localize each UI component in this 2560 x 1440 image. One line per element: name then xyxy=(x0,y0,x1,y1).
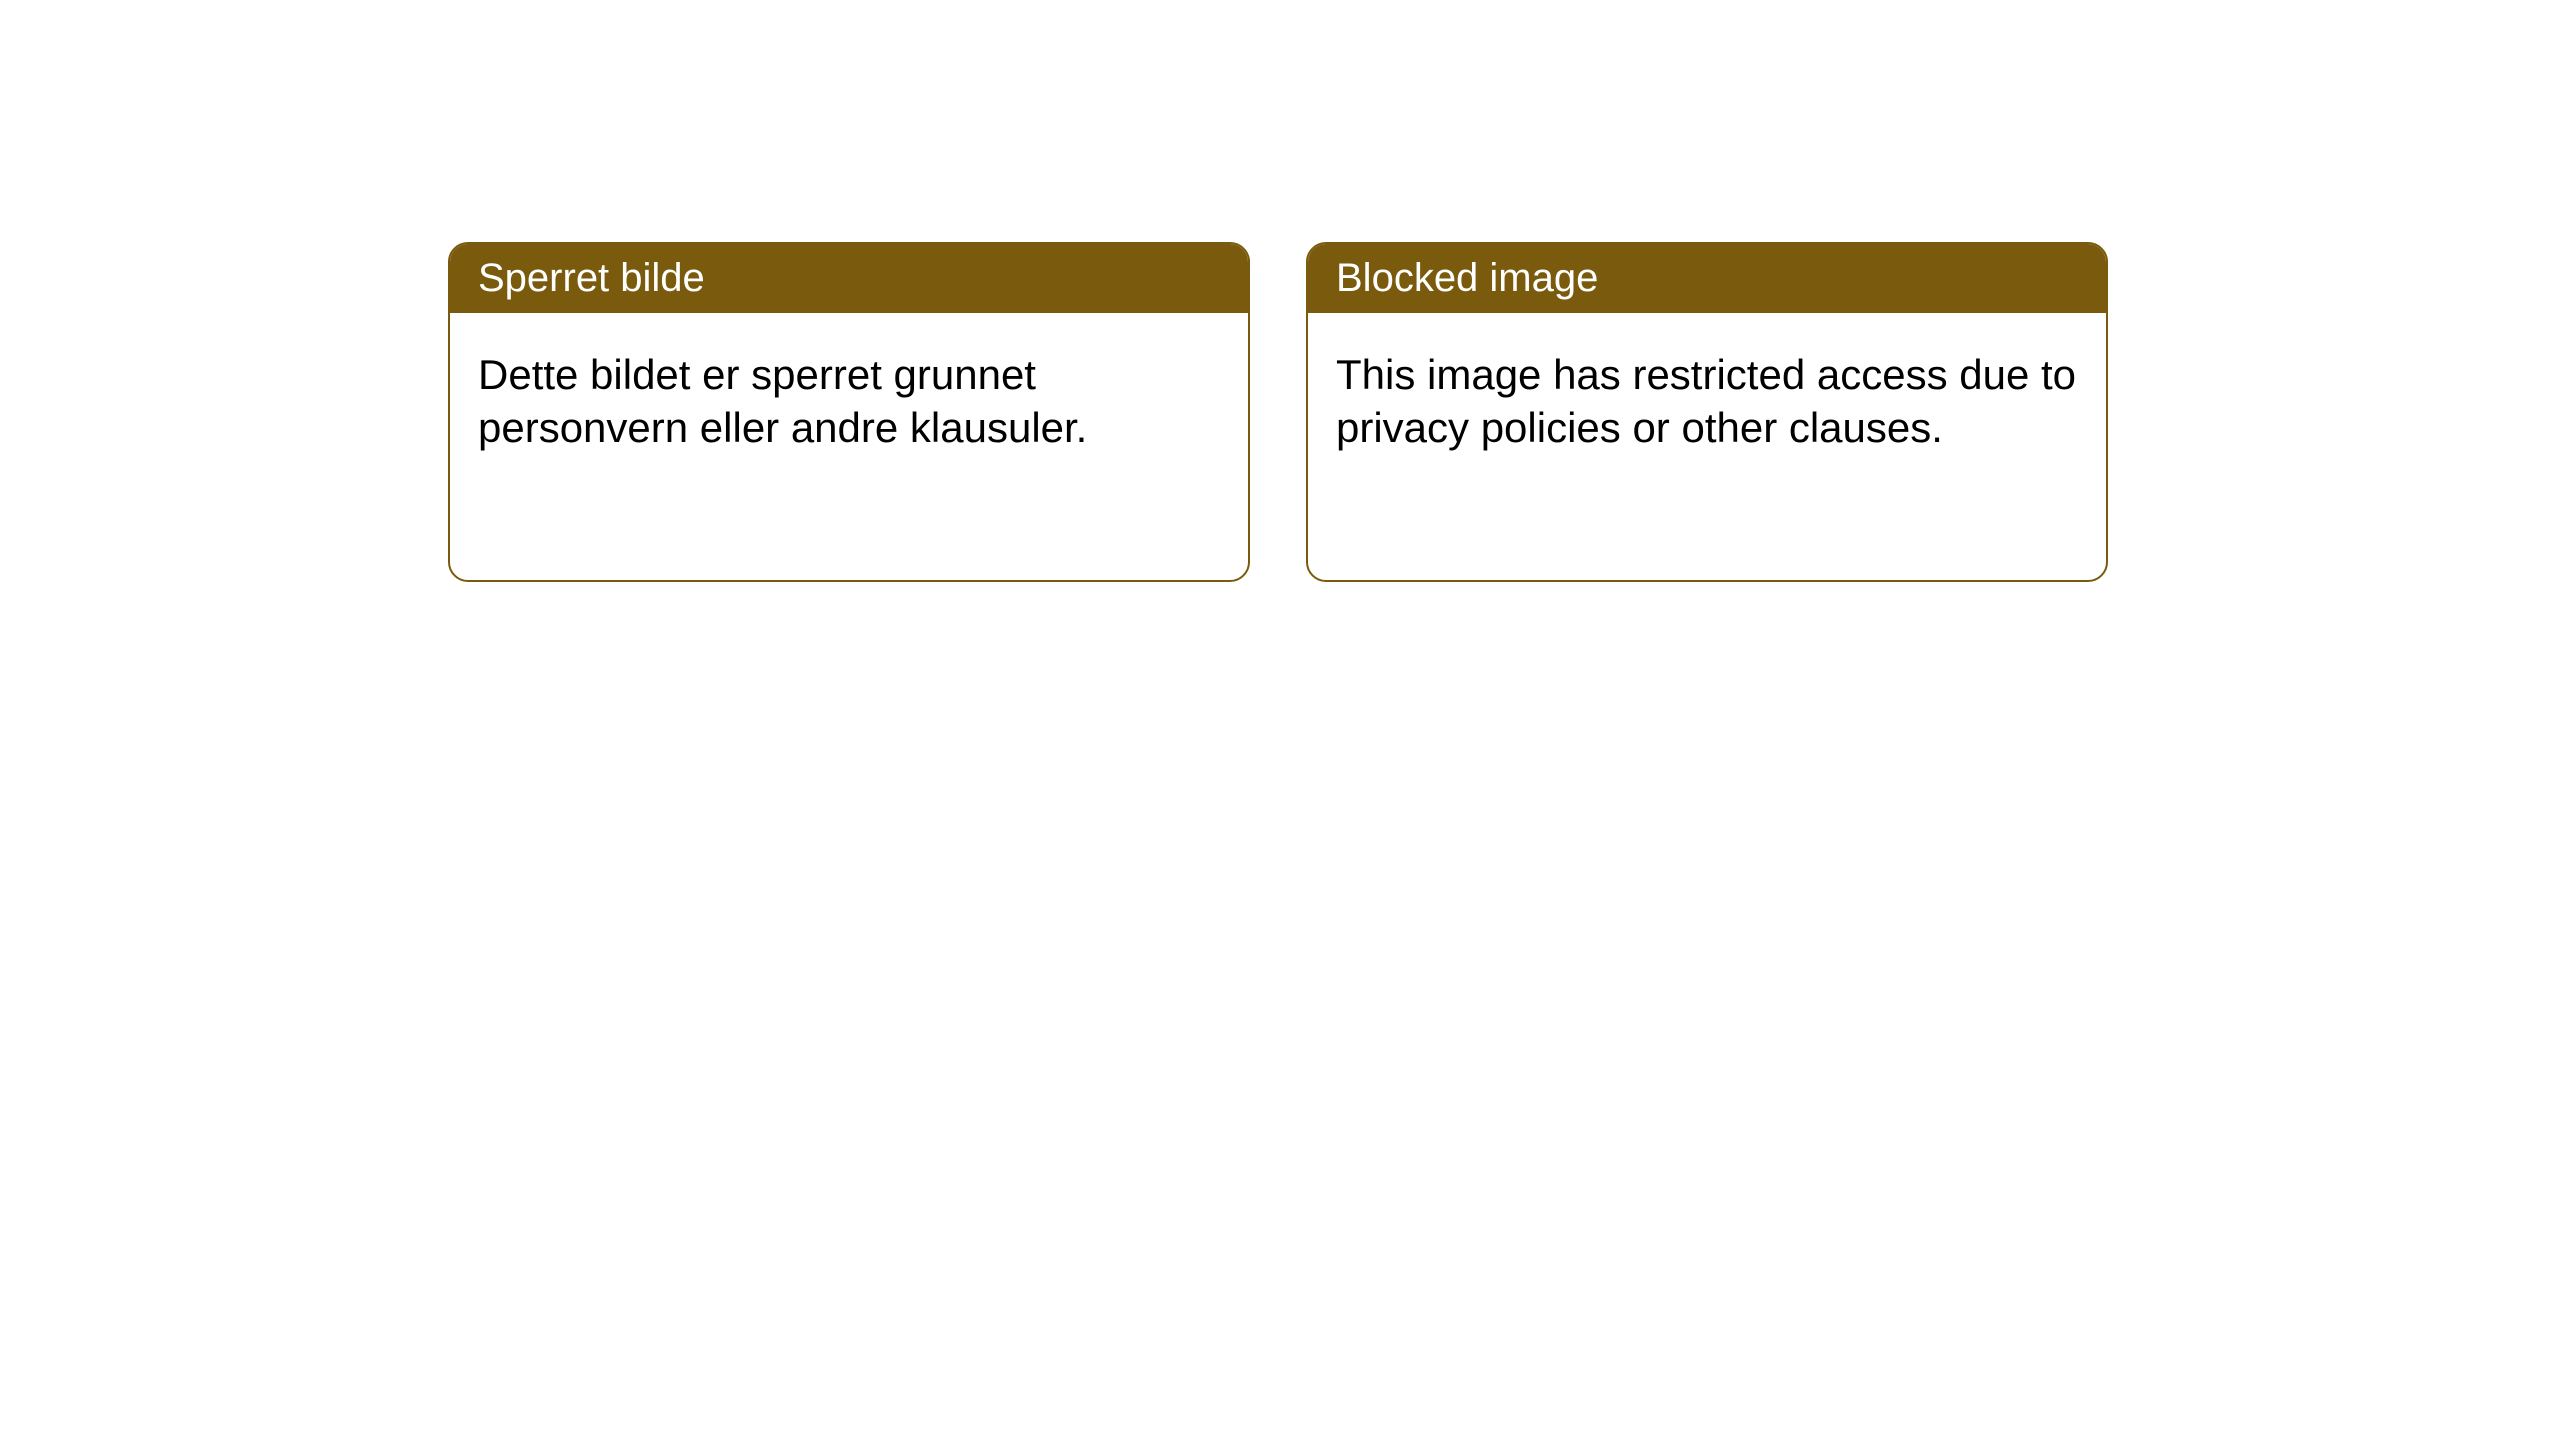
notice-container: Sperret bilde Dette bildet er sperret gr… xyxy=(448,242,2108,582)
card-body: Dette bildet er sperret grunnet personve… xyxy=(450,313,1248,490)
notice-card-norwegian: Sperret bilde Dette bildet er sperret gr… xyxy=(448,242,1250,582)
card-title: Sperret bilde xyxy=(478,256,705,300)
card-header: Sperret bilde xyxy=(450,244,1248,313)
card-message: Dette bildet er sperret grunnet personve… xyxy=(478,351,1087,451)
card-title: Blocked image xyxy=(1336,256,1598,300)
card-message: This image has restricted access due to … xyxy=(1336,351,2076,451)
card-body: This image has restricted access due to … xyxy=(1308,313,2106,490)
card-header: Blocked image xyxy=(1308,244,2106,313)
notice-card-english: Blocked image This image has restricted … xyxy=(1306,242,2108,582)
